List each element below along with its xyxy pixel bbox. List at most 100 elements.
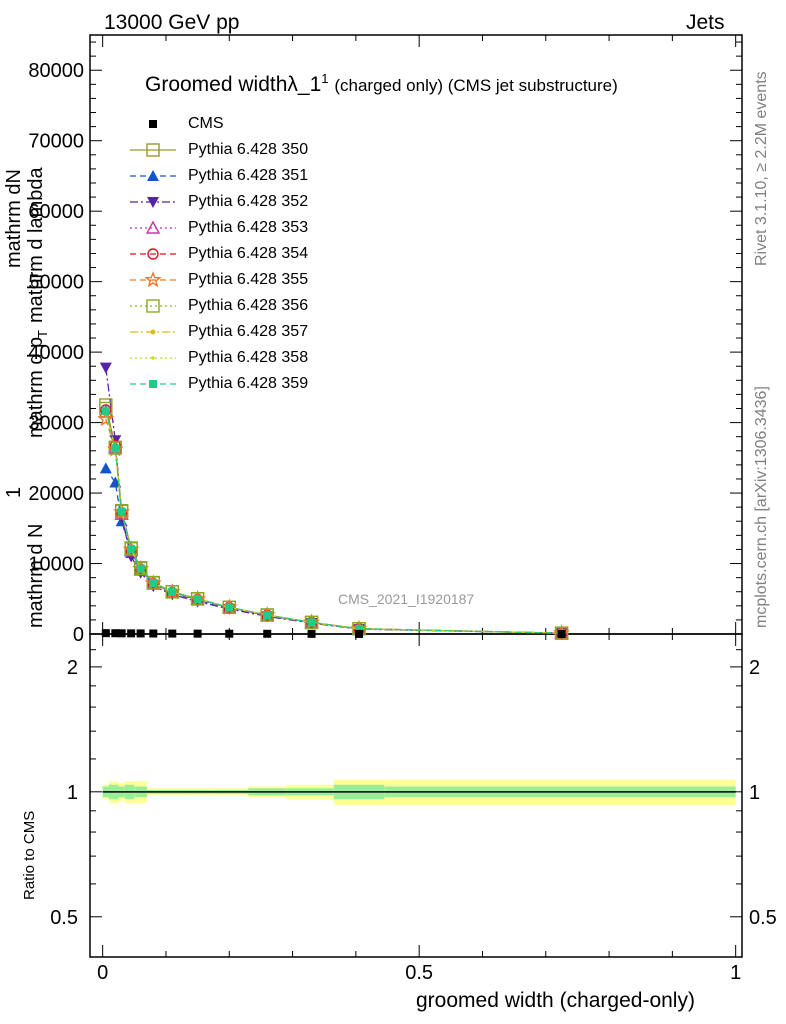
y-tick-label-main: 70000 xyxy=(28,131,84,153)
series-point xyxy=(99,462,112,474)
legend-marker xyxy=(147,170,159,181)
y-tick-label-ratio-right: 2 xyxy=(749,657,760,679)
legend-label: CMS xyxy=(188,115,224,132)
legend-marker xyxy=(146,143,160,157)
series-line xyxy=(105,468,562,634)
series-point xyxy=(190,592,205,606)
legend-item: Pythia 6.428 355 xyxy=(130,269,460,291)
series-point xyxy=(99,362,112,374)
x-tick-label: 1 xyxy=(730,962,741,984)
y-tick-label-ratio-right: 0.5 xyxy=(749,907,777,929)
series-7 xyxy=(99,401,569,640)
legend-marker xyxy=(149,120,157,128)
legend-item: Pythia 6.428 350 xyxy=(130,139,460,161)
legend-swatch xyxy=(149,120,157,128)
series-point xyxy=(225,603,234,612)
legend-swatch xyxy=(130,143,176,157)
series-point xyxy=(304,615,319,630)
legend-item: CMS xyxy=(130,113,460,135)
series-point xyxy=(263,611,272,620)
y-tick-label-ratio-right: 1 xyxy=(749,782,760,804)
legend-label: Pythia 6.428 359 xyxy=(188,375,309,392)
series-point xyxy=(111,444,120,453)
title-main: Groomed width xyxy=(145,73,288,96)
ylabel-den-b: mathrm d lambda xyxy=(25,167,47,323)
x-tick-label: 0.5 xyxy=(405,962,433,984)
series-point xyxy=(114,504,129,519)
cms-point xyxy=(168,629,177,638)
legend-swatch xyxy=(130,220,176,234)
mcplots-label: mcplots.cern.ch [arXiv:1306.3436] xyxy=(753,386,770,628)
ylabel-denom: mathrm d N xyxy=(25,523,47,628)
series-point xyxy=(109,476,122,488)
legend-label: Pythia 6.428 355 xyxy=(188,271,309,288)
legend-item: Pythia 6.428 352 xyxy=(130,191,460,213)
series-point xyxy=(146,576,161,590)
ylabel-den-a: mathrm d p xyxy=(25,336,47,438)
series-point xyxy=(193,594,202,603)
legend-marker xyxy=(144,271,162,288)
y-tick-label-main: 10000 xyxy=(28,554,84,576)
title-superscript: 1 xyxy=(321,71,329,86)
series-line xyxy=(105,408,562,634)
ratio-frame xyxy=(89,633,743,958)
series-9 xyxy=(104,411,564,635)
series-point xyxy=(101,406,110,415)
legend-label: Pythia 6.428 356 xyxy=(188,297,309,314)
legend-marker xyxy=(147,248,159,260)
legend-marker xyxy=(149,380,157,388)
legend-swatch xyxy=(130,329,176,335)
legend-marker xyxy=(151,356,155,360)
series-6 xyxy=(97,410,571,641)
y-tick-label-main: 50000 xyxy=(28,272,84,294)
y-tick-label-ratio: 2 xyxy=(67,657,78,679)
series-line xyxy=(105,418,562,634)
y-axis-label-ratio: Ratio to CMS xyxy=(21,810,38,900)
y-tick-label-main: 0 xyxy=(73,624,84,646)
cms-point xyxy=(111,629,120,638)
legend-swatch xyxy=(130,248,176,260)
series-point xyxy=(136,564,145,573)
analysis-watermark: CMS_2021_I1920187 xyxy=(338,591,475,607)
series-point xyxy=(165,585,179,599)
legend-item: Pythia 6.428 351 xyxy=(130,165,460,187)
series-point xyxy=(117,507,126,516)
legend-item: Pythia 6.428 358 xyxy=(130,347,460,369)
y-tick-label-main: 40000 xyxy=(28,342,84,364)
legend-label: Pythia 6.428 358 xyxy=(188,349,309,366)
x-tick-label: 0 xyxy=(97,962,108,984)
legend-item: Pythia 6.428 357 xyxy=(130,321,460,343)
series-point xyxy=(127,544,136,553)
cms-point xyxy=(307,629,316,638)
cms-point xyxy=(136,629,145,638)
cms-point xyxy=(355,629,364,638)
rivet-label: Rivet 3.1.10, ≥ 2.2M events xyxy=(753,71,770,266)
series-line xyxy=(105,411,562,634)
series-point xyxy=(260,608,274,622)
y-axis-label-main: 1 mathrm d N mathrm dN mathrm d p T math… xyxy=(3,28,50,628)
series-point xyxy=(223,601,235,614)
series-point xyxy=(133,561,148,576)
y-tick-label-ratio: 0.5 xyxy=(50,907,78,929)
y-tick-label-main: 80000 xyxy=(28,60,84,82)
series-8 xyxy=(103,408,565,636)
cms-point xyxy=(263,629,272,638)
cms-point xyxy=(101,629,110,638)
cms-point xyxy=(117,629,126,638)
chart-title: Groomed widthλ_11 (charged only) (CMS je… xyxy=(145,72,618,95)
series-point xyxy=(149,578,158,587)
series-point xyxy=(97,410,115,427)
series-10 xyxy=(101,406,566,638)
series-point xyxy=(307,618,316,627)
y-tick-label-ratio: 1 xyxy=(67,782,78,804)
series-point xyxy=(261,609,273,621)
y-tick-label-main: 20000 xyxy=(28,483,84,505)
series-1 xyxy=(99,398,569,640)
series-point xyxy=(355,624,364,633)
legend-label: Pythia 6.428 350 xyxy=(188,141,309,158)
cms-point xyxy=(127,629,136,638)
ylabel-one: 1 xyxy=(3,486,25,498)
legend-marker xyxy=(145,220,161,234)
series-line xyxy=(105,410,562,634)
